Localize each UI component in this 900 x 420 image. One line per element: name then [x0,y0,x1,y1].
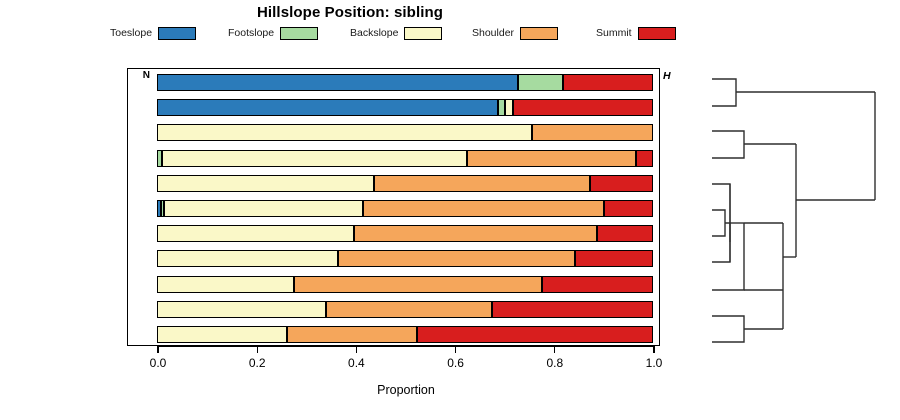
x-tick [355,346,357,353]
legend-item-toeslope: Toeslope [110,24,197,42]
bar-row-nabb [157,326,654,343]
bar-segment-backslope [157,174,374,192]
legend-swatch [404,26,443,40]
bar-segment-shoulder [373,174,590,192]
bar-segment-backslope [157,275,295,293]
x-tick [653,346,655,353]
bar-segment-summit [492,300,654,318]
bar-row-cincinnati [157,250,654,268]
bar-segment-shoulder [353,225,598,243]
legend-item-summit: Summit [596,24,676,42]
bar-row-bonnell [157,124,654,142]
bar-segment-shoulder [363,200,605,217]
bar-segment-shoulder [338,250,576,268]
x-axis-title: Proportion [377,383,435,397]
legend: Toeslope Footslope Backslope Shoulder Summit [110,24,690,42]
legend-item-footslope: Footslope [228,24,319,42]
bar-row-coolville [157,300,654,318]
x-tick [554,346,556,353]
bar-segment-backslope [157,250,339,268]
bar-segment-footslope [518,74,564,91]
bar-segment-toeslope [157,99,498,117]
page-title: Hillslope Position: sibling [256,4,444,21]
bar-segment-backslope [157,225,354,243]
legend-swatch [280,26,319,40]
x-tick [256,346,258,353]
dendro-merge-coolville-nabb [712,315,745,343]
bar-segment-toeslope [157,74,519,91]
bar-segment-summit [604,200,654,217]
bar-row-hickory [157,149,654,167]
legend-swatch [637,26,676,40]
h-column: H [655,68,700,346]
bar-segment-shoulder [325,300,493,318]
bar-segment-summit [512,99,654,117]
x-tick [157,346,159,353]
bar-segment-backslope [157,300,326,318]
category-axis-labels [0,68,122,346]
legend-label: Toeslope [110,27,153,39]
bar-segment-backslope [157,124,533,142]
dendrogram-svg [712,78,876,343]
bar-segment-summit [636,149,654,167]
bar-segment-summit [542,275,654,293]
dendrogram [700,64,898,354]
n-column: N [127,68,158,346]
dendro-merge-bonnell-hickory [712,130,745,159]
bar-row-holton [157,74,654,91]
dendro-merge-weddel [712,223,745,291]
dendro-merge-jennings [712,183,731,242]
bar-segment-backslope [164,200,364,217]
legend-label: Backslope [350,27,399,39]
x-axis: 0.0 0.2 0.4 0.6 0.8 1.0 [150,346,662,370]
x-axis-line [158,346,654,348]
legend-label: Shoulder [472,27,515,39]
legend-label: Footslope [228,27,275,39]
bar-segment-backslope [505,99,513,117]
bar-segment-shoulder [287,326,417,343]
bar-segment-summit [563,74,654,91]
bar-segment-footslope [160,200,165,217]
bar-segment-summit [597,225,654,243]
x-tick-label: 0.6 [447,356,464,370]
bar-segment-backslope [157,326,288,343]
x-tick-label: 0.4 [348,356,365,370]
dendro-merge-dbc [712,222,731,263]
bar-segment-backslope [162,149,468,167]
bar-segment-shoulder [532,124,654,142]
legend-label: Summit [596,27,632,39]
stacked-bars [157,68,654,346]
legend-item-shoulder: Shoulder [472,24,559,42]
bar-row-blocher [157,225,654,243]
bar-segment-footslope [497,99,506,117]
dendro-merge-holton-wakeland [712,78,737,107]
dendro-merge-deputy-blocher [712,209,726,237]
x-tick-label: 0.0 [149,356,167,370]
bar-segment-summit [575,250,654,268]
x-tick-label: 0.8 [546,356,564,370]
bar-segment-summit [589,174,654,192]
bar-segment-footslope [157,149,163,167]
x-tick [455,346,457,353]
legend-item-backslope: Backslope [350,24,443,42]
n-column-header: N [142,70,150,81]
h-column-header: H [663,70,671,82]
bar-row-deputy [157,200,654,217]
bar-row-wakeland [157,99,654,117]
legend-swatch [158,26,197,40]
bar-segment-shoulder [467,149,637,167]
legend-swatch [520,26,559,40]
bar-segment-summit [416,326,654,343]
x-tick-label: 0.2 [248,356,266,370]
bar-segment-toeslope [157,200,161,217]
bar-row-jennings [157,174,654,192]
bar-segment-shoulder [294,275,543,293]
x-tick-label: 1.0 [645,356,663,370]
bar-row-weddel [157,275,654,293]
